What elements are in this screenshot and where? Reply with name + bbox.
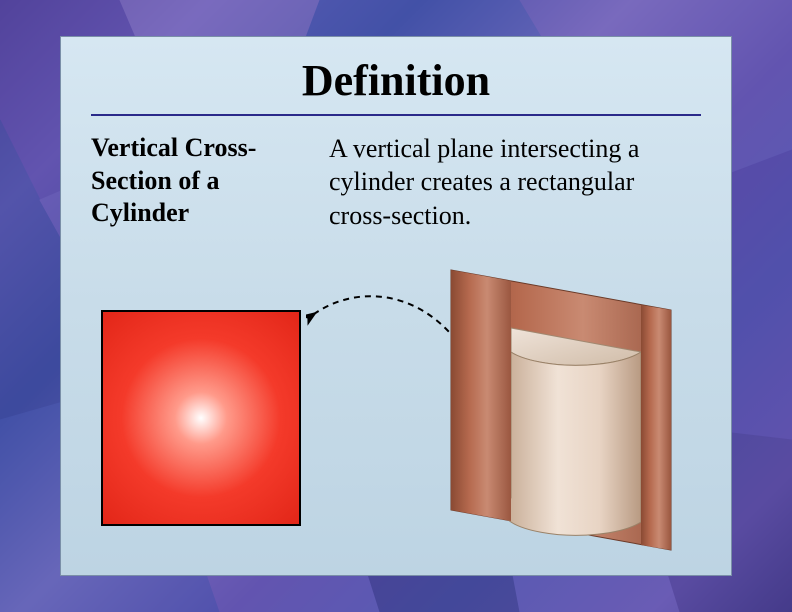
definition-card: Definition Vertical Cross-Section of a C… xyxy=(60,36,732,576)
cross-section-square xyxy=(101,310,301,526)
cylinder-scene xyxy=(411,250,711,570)
title-divider xyxy=(91,114,701,116)
figure-area xyxy=(91,250,703,570)
definition-text: A vertical plane intersecting a cylinder… xyxy=(329,132,701,232)
term-text: Vertical Cross-Section of a Cylinder xyxy=(91,132,301,232)
cutting-plane-front-right xyxy=(641,305,671,550)
cutting-plane-front-strip xyxy=(451,270,511,521)
text-row: Vertical Cross-Section of a Cylinder A v… xyxy=(91,132,701,232)
card-title: Definition xyxy=(91,55,701,106)
